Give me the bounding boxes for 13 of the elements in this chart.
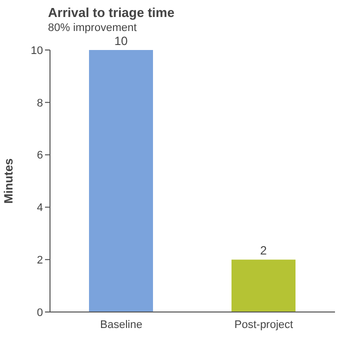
y-tick-label: 2 xyxy=(36,254,43,267)
y-tick-label: 10 xyxy=(30,44,43,57)
chart-subtitle: 80% improvement xyxy=(48,22,137,34)
data-label: 10 xyxy=(114,34,128,48)
x-tick-label: Baseline xyxy=(100,318,142,331)
y-tick-label: 6 xyxy=(36,150,43,162)
x-tick-label: Post-project xyxy=(234,318,294,331)
data-label: 2 xyxy=(260,244,268,258)
y-tick-label: 0 xyxy=(36,306,43,319)
y-tick-label: 4 xyxy=(36,202,43,214)
chart-title: Arrival to triage time xyxy=(48,5,174,20)
y-axis-title: Minutes xyxy=(1,158,16,204)
y-tick-label: 8 xyxy=(36,97,43,110)
